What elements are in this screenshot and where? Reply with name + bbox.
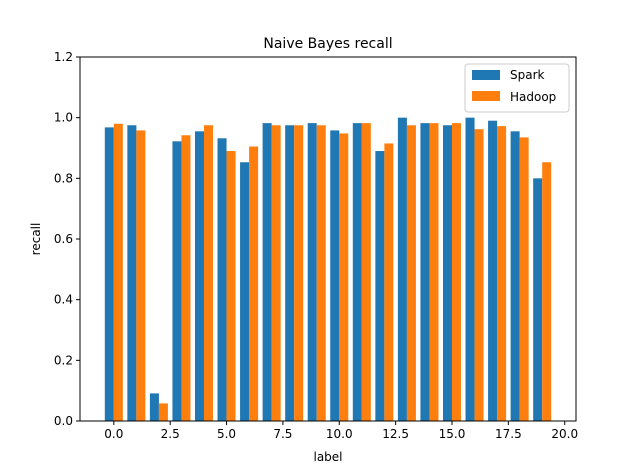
- bar-hadoop-14: [429, 123, 439, 422]
- bar-hadoop-3: [181, 135, 191, 421]
- bar-hadoop-2: [158, 403, 168, 421]
- bar-spark-8: [285, 125, 295, 421]
- y-axis-label: recall: [29, 223, 43, 256]
- legend-label-hadoop: Hadoop: [510, 90, 556, 104]
- chart-title: Naive Bayes recall: [263, 36, 392, 52]
- bar-hadoop-8: [294, 125, 304, 421]
- bar-hadoop-16: [474, 129, 484, 421]
- bar-hadoop-1: [136, 130, 146, 421]
- x-tick-label: 15.0: [439, 427, 466, 441]
- bar-hadoop-7: [271, 125, 281, 421]
- bar-hadoop-12: [384, 143, 394, 421]
- bar-spark-3: [172, 141, 182, 421]
- y-tick-label: 0.8: [54, 171, 73, 185]
- bar-spark-12: [375, 151, 385, 422]
- x-tick-label: 5.0: [217, 427, 236, 441]
- y-tick-label: 0.6: [54, 232, 73, 246]
- x-tick-label: 7.5: [273, 427, 292, 441]
- bar-spark-14: [420, 123, 430, 422]
- bar-spark-0: [104, 127, 114, 421]
- bar-hadoop-18: [519, 137, 529, 421]
- bar-spark-7: [262, 123, 272, 422]
- bar-spark-15: [442, 125, 452, 421]
- bar-spark-5: [217, 138, 227, 421]
- x-tick-label: 10.0: [326, 427, 353, 441]
- x-tick-label: 2.5: [161, 427, 180, 441]
- legend-swatch-hadoop: [472, 91, 500, 101]
- x-tick-label: 12.5: [382, 427, 409, 441]
- y-axis: 0.0 0.2 0.4 0.6 0.8 1.0 1.2: [54, 50, 80, 428]
- bar-hadoop-10: [339, 133, 349, 421]
- bar-spark-10: [330, 130, 340, 421]
- bar-spark-18: [510, 131, 520, 422]
- bar-hadoop-13: [406, 125, 416, 421]
- x-tick-label: 17.5: [495, 427, 522, 441]
- bar-spark-11: [352, 123, 362, 422]
- bar-spark-19: [533, 178, 543, 421]
- x-axis: 0.0 2.5 5.0 7.5 10.0 12.5 15.0 17.5 20.0: [104, 421, 578, 441]
- bar-hadoop-15: [452, 123, 462, 422]
- bar-hadoop-5: [226, 151, 236, 422]
- bar-spark-17: [488, 120, 498, 421]
- y-tick-label: 1.0: [54, 111, 73, 125]
- bar-hadoop-11: [361, 123, 371, 422]
- bar-hadoop-19: [542, 162, 552, 422]
- y-tick-label: 0.0: [54, 414, 73, 428]
- bar-spark-13: [397, 117, 407, 422]
- legend-label-spark: Spark: [510, 68, 545, 82]
- bars-group: [104, 117, 552, 422]
- legend: Spark Hadoop: [464, 63, 570, 113]
- bar-spark-6: [240, 162, 250, 422]
- bar-spark-1: [127, 125, 137, 421]
- bar-hadoop-17: [497, 126, 507, 421]
- x-axis-label: label: [313, 450, 342, 464]
- y-tick-label: 1.2: [54, 50, 73, 64]
- y-tick-label: 0.2: [54, 353, 73, 367]
- bar-spark-4: [194, 131, 204, 422]
- bar-spark-9: [307, 123, 317, 422]
- bar-spark-2: [149, 393, 159, 421]
- legend-swatch-spark: [472, 70, 500, 80]
- x-tick-label: 20.0: [551, 427, 578, 441]
- x-tick-label: 0.0: [104, 427, 123, 441]
- bar-hadoop-6: [249, 146, 259, 421]
- y-tick-label: 0.4: [54, 293, 73, 307]
- bar-hadoop-0: [113, 123, 123, 421]
- bar-spark-16: [465, 117, 475, 422]
- bar-hadoop-9: [316, 125, 326, 421]
- bar-hadoop-4: [204, 125, 214, 421]
